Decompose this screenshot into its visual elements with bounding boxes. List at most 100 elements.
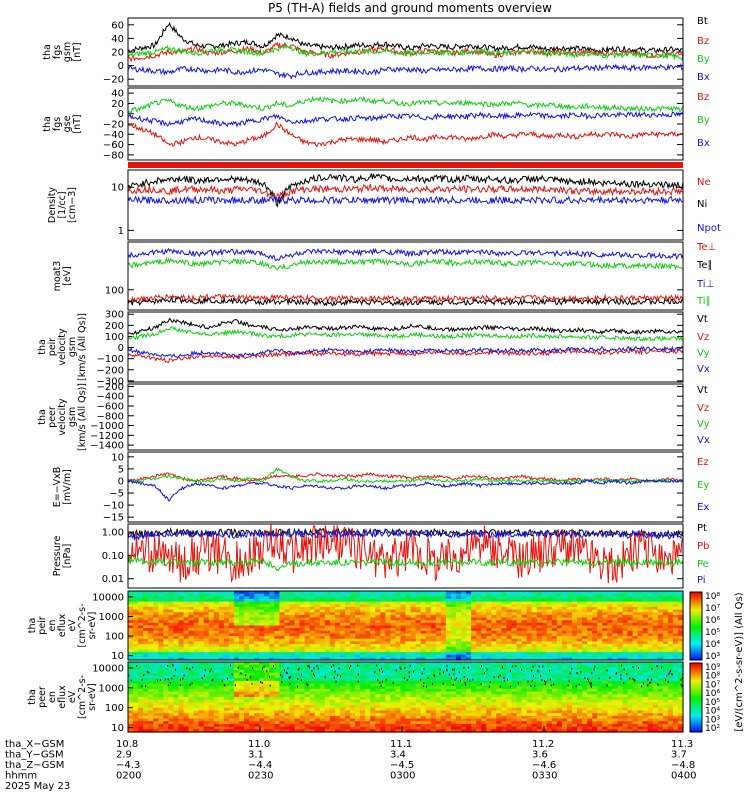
- spec-cell: [329, 680, 336, 685]
- spec-cell: [652, 612, 659, 616]
- ytick-label: −15: [103, 513, 124, 524]
- spec-cell: [476, 699, 482, 703]
- spec-cell: [667, 694, 674, 698]
- spec-cell: [339, 680, 346, 685]
- spec-cell: [163, 633, 169, 637]
- spec-cell: [647, 628, 654, 632]
- spec-cell: [526, 633, 533, 637]
- spec-cell: [208, 664, 215, 668]
- spec-cell: [561, 612, 568, 616]
- spec-cell: [299, 667, 306, 671]
- spec-cell: [168, 662, 175, 666]
- spec-cell: [380, 598, 386, 603]
- spec-cell: [360, 699, 366, 703]
- spec-cell: [455, 606, 462, 611]
- spec-cell: [324, 644, 331, 648]
- spec-cell: [350, 688, 356, 693]
- spec-cell: [566, 614, 573, 619]
- spec-cell: [133, 604, 139, 608]
- spec-cell: [637, 705, 644, 709]
- legend-Vt: Vt: [697, 385, 708, 396]
- spec-cell: [617, 702, 624, 706]
- spec-cell: [153, 652, 159, 656]
- spec-cell: [173, 644, 180, 648]
- spec-cell: [365, 697, 371, 701]
- spec-cell: [461, 622, 467, 627]
- spec-cell: [289, 628, 296, 632]
- spec-cell: [350, 691, 356, 695]
- spec-cell: [279, 649, 286, 653]
- spec-cell: [173, 672, 180, 677]
- spec-cell: [294, 697, 301, 701]
- spec-cell: [466, 593, 472, 597]
- spec-cell: [430, 683, 437, 687]
- spec-cell: [178, 630, 185, 635]
- spec-cell: [582, 694, 588, 698]
- spec-cell: [239, 596, 245, 600]
- spec-cell: [521, 694, 528, 698]
- spec-cell: [496, 678, 502, 682]
- spec-cell: [173, 688, 180, 693]
- spec-cell: [592, 630, 598, 635]
- spec-cell: [133, 644, 139, 648]
- spec-cell: [360, 654, 366, 658]
- spec-cell: [153, 657, 159, 661]
- spec-cell: [395, 614, 402, 619]
- spec-cell: [213, 657, 220, 661]
- spec-cell: [259, 609, 265, 613]
- spec-cell: [440, 664, 447, 668]
- spec-cell: [319, 630, 326, 635]
- spec-cell: [612, 596, 619, 600]
- spec-cell: [188, 644, 195, 648]
- spec-cell: [213, 625, 220, 629]
- spec-cell: [178, 699, 185, 703]
- spec-cell: [667, 604, 674, 608]
- spec-cell: [536, 694, 543, 698]
- spec-cell: [632, 628, 639, 632]
- spec-cell: [521, 625, 528, 629]
- spec-cell: [279, 628, 286, 632]
- spec-cell: [627, 694, 634, 698]
- spec-cell: [430, 652, 437, 656]
- spec-cell: [365, 662, 371, 666]
- spec-cell: [582, 606, 588, 611]
- spec-cell: [607, 625, 613, 629]
- spec-cell: [415, 670, 422, 674]
- spec-cell: [622, 667, 629, 671]
- spec-cell: [198, 691, 205, 695]
- spec-cell: [551, 636, 558, 640]
- spec-cell: [158, 694, 164, 698]
- spec-cell: [153, 670, 159, 674]
- spec-cell: [163, 672, 169, 677]
- spec-cell: [350, 614, 356, 619]
- spec-cell: [662, 664, 669, 668]
- spec-cell: [329, 705, 336, 709]
- spec-cell: [445, 620, 452, 624]
- panel-frame: [127, 590, 684, 661]
- spec-cell: [561, 699, 568, 703]
- spec-cell: [521, 612, 528, 616]
- spec-cell: [183, 697, 190, 701]
- spec-cell: [299, 694, 306, 698]
- spec-cell: [153, 633, 159, 637]
- spec-cell: [329, 672, 336, 677]
- spec-cell: [289, 686, 296, 690]
- spec-cell: [249, 694, 255, 698]
- spec-cell: [228, 657, 235, 661]
- spec-cell: [173, 654, 180, 658]
- spec-cell: [642, 620, 649, 624]
- spec-cell: [360, 664, 366, 668]
- spec-cell: [445, 622, 452, 627]
- spec-cell: [425, 699, 432, 703]
- spec-cell: [370, 688, 376, 693]
- spec-cell: [133, 675, 139, 679]
- spec-cell: [390, 654, 397, 658]
- spec-cell: [572, 675, 578, 679]
- spec-cell: [304, 699, 311, 703]
- spec-cell: [556, 641, 563, 645]
- spec-cell: [365, 638, 371, 643]
- spec-cell: [471, 633, 477, 637]
- spec-cell: [647, 614, 654, 619]
- spec-cell: [360, 680, 366, 685]
- spec-cell: [526, 697, 533, 701]
